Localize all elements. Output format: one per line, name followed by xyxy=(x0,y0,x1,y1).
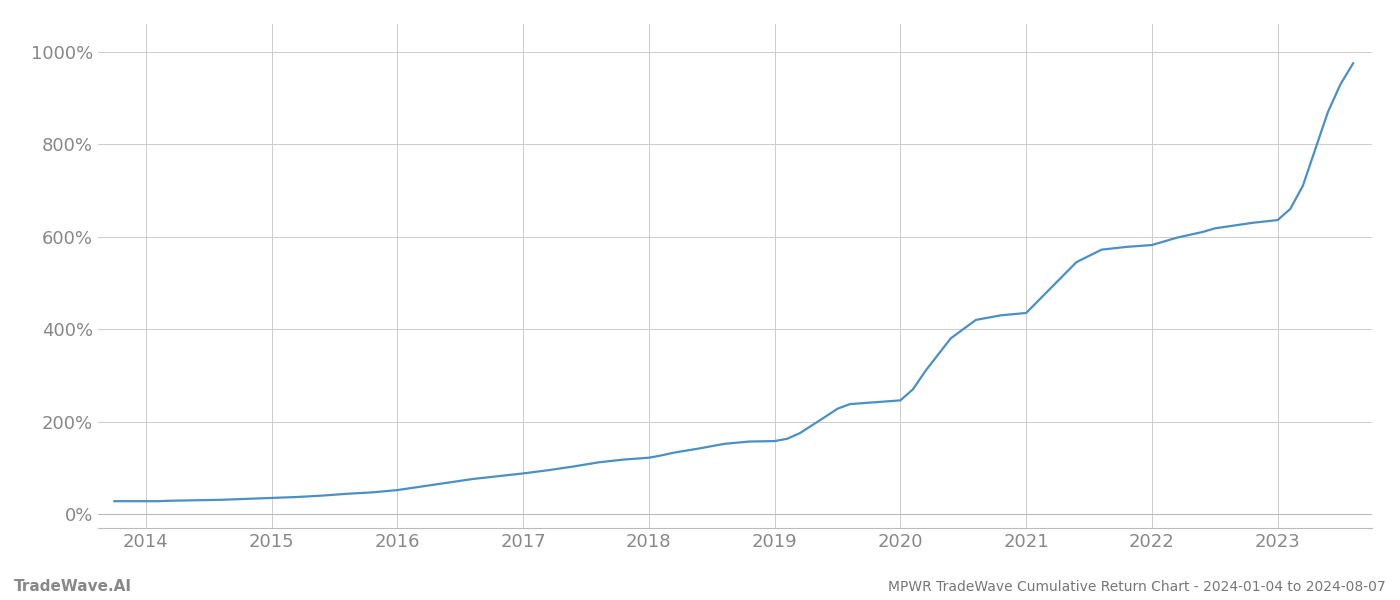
Text: MPWR TradeWave Cumulative Return Chart - 2024-01-04 to 2024-08-07: MPWR TradeWave Cumulative Return Chart -… xyxy=(889,580,1386,594)
Text: TradeWave.AI: TradeWave.AI xyxy=(14,579,132,594)
